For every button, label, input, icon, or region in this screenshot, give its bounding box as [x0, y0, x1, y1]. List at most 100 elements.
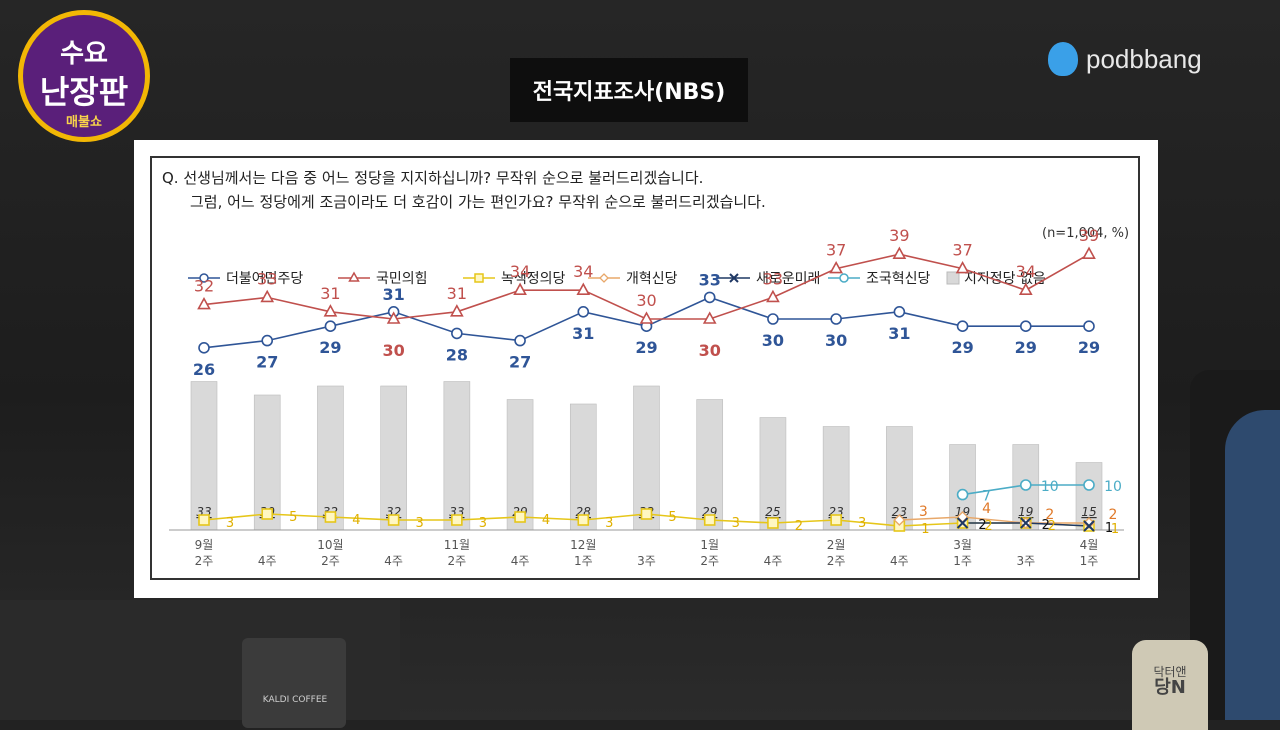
democratic-party-marker	[324, 320, 337, 332]
democratic-party-marker	[830, 313, 842, 325]
x-tick-week-label: 4주	[890, 554, 909, 568]
logo-line1: 수요	[60, 39, 108, 69]
caption-title: 전국지표조사(NBS)	[510, 58, 748, 122]
question-line1: Q. 선생님께서는 다음 중 어느 정당을 지지하십니까? 무작위 순으로 불러…	[162, 169, 704, 187]
legend-swatch-icon	[461, 270, 497, 286]
show-logo: 수요 난장판 매불쇼	[18, 10, 150, 142]
democratic-party-marker	[451, 327, 463, 340]
x-tick-month-label: 11월	[444, 538, 470, 552]
x-tick-week-label: 1주	[953, 554, 972, 568]
party-support-chart: 3330323233292832292523231919159월2주4주10월2…	[169, 226, 1124, 568]
ppp-marker	[955, 260, 970, 274]
democratic-party-marker	[703, 291, 716, 304]
x-tick-week-label: 4주	[764, 554, 783, 568]
legend-item-reform: 개혁신당	[586, 268, 678, 288]
democratic-party-label: 31	[888, 324, 910, 343]
democratic-party-label: 33	[699, 270, 721, 289]
democratic-party-marker	[1019, 320, 1032, 332]
ppp-marker	[197, 296, 211, 310]
cho-party-label: 10	[1104, 479, 1122, 495]
green-party-marker	[640, 508, 653, 520]
cho-party-marker	[1083, 479, 1095, 491]
green-party-marker	[514, 511, 526, 523]
democratic-party-marker	[956, 320, 969, 332]
democratic-party-label: 30	[762, 331, 784, 350]
new-future-label: 1	[1105, 521, 1113, 536]
no-party-bar	[633, 385, 660, 531]
ppp-label: 37	[826, 241, 846, 260]
democratic-party-label: 30	[825, 331, 847, 350]
ppp-label: 33	[763, 269, 783, 288]
legend-item-none: 지지정당 없음	[946, 268, 1046, 288]
reform-party-marker	[893, 514, 906, 526]
green-party-label: 3	[416, 516, 424, 531]
ppp-label: 39	[889, 226, 909, 245]
x-tick-week-label: 4주	[511, 554, 530, 568]
no-party-bar	[443, 381, 471, 531]
democratic-party-marker	[767, 313, 779, 325]
democratic-party-label: 29	[951, 338, 973, 357]
green-party-label: 4	[352, 513, 360, 528]
bottle-label-line1: 닥터앤	[1153, 665, 1187, 679]
x-tick-week-label: 4주	[384, 554, 403, 568]
green-party-label: 3	[605, 516, 613, 531]
x-tick-month-label: 9월	[195, 538, 214, 552]
democratic-party-marker	[577, 306, 590, 318]
legend-label: 조국혁신당	[866, 271, 931, 287]
green-party-marker	[198, 514, 210, 526]
green-party-label: 1	[1111, 522, 1119, 537]
no-party-bar	[759, 417, 787, 531]
legend-label: 지지정당 없음	[964, 271, 1046, 287]
no-party-bar-label: 19	[1018, 505, 1033, 519]
legend-item-cho: 조국혁신당	[826, 268, 930, 288]
survey-question: Q. 선생님께서는 다음 중 어느 정당을 지지하십니까? 무작위 순으로 불러…	[162, 166, 766, 214]
no-party-bar-label: 25	[765, 505, 780, 519]
green-party-label: 3	[732, 516, 740, 531]
x-tick-week-label: 3주	[1016, 554, 1035, 568]
coffee-cup	[242, 638, 346, 728]
ppp-label: 31	[320, 284, 340, 303]
ppp-marker	[1018, 282, 1033, 295]
no-party-bar-label: 23	[892, 505, 907, 519]
democratic-party-label: 29	[319, 338, 341, 357]
green-party-label: 3	[226, 516, 234, 531]
democratic-party-label: 27	[509, 353, 531, 372]
reform-party-label: 2	[1109, 507, 1118, 523]
ppp-label: 39	[1079, 226, 1099, 245]
democratic-party-label: 26	[193, 360, 215, 379]
legend-label: 더불어민주당	[226, 271, 304, 287]
ppp-label: 30	[636, 291, 656, 310]
ppp-marker	[323, 304, 338, 317]
green-party-label: 5	[289, 510, 297, 525]
x-tick-week-label: 1주	[574, 554, 593, 568]
democratic-party-label: 28	[446, 345, 468, 364]
x-tick-week-label: 3주	[637, 554, 656, 568]
drink-bottle	[1132, 640, 1208, 730]
no-party-bar	[190, 381, 218, 531]
no-party-bar-label: 15	[1081, 505, 1096, 519]
x-tick-week-label: 2주	[448, 554, 467, 568]
ppp-label: 33	[257, 269, 277, 288]
green-party-marker	[324, 511, 337, 523]
reform-party-label: 2	[1045, 507, 1054, 523]
x-tick-week-label: 2주	[195, 554, 214, 568]
ppp-marker	[576, 282, 591, 295]
green-party-marker	[767, 517, 779, 529]
ppp-label: 30	[383, 341, 405, 360]
ppp-label: 32	[194, 277, 214, 296]
legend-item-dem: 더불어민주당	[186, 268, 303, 288]
chart-panel: Q. 선생님께서는 다음 중 어느 정당을 지지하십니까? 무작위 순으로 불러…	[134, 140, 1158, 598]
green-party-marker	[703, 514, 716, 526]
ppp-label: 34	[510, 262, 530, 281]
democratic-party-marker	[514, 334, 526, 347]
ppp-marker	[1082, 246, 1096, 259]
cho-party-marker	[1019, 479, 1032, 491]
x-tick-month-label: 1월	[700, 538, 719, 552]
ppp-marker	[450, 304, 464, 317]
x-tick-month-label: 3월	[953, 538, 972, 552]
x-tick-week-label: 2주	[827, 554, 846, 568]
new-future-marker	[1083, 520, 1095, 532]
green-party-label: 3	[858, 516, 866, 531]
x-tick-week-label: 2주	[321, 554, 340, 568]
democratic-party-marker	[261, 334, 274, 347]
